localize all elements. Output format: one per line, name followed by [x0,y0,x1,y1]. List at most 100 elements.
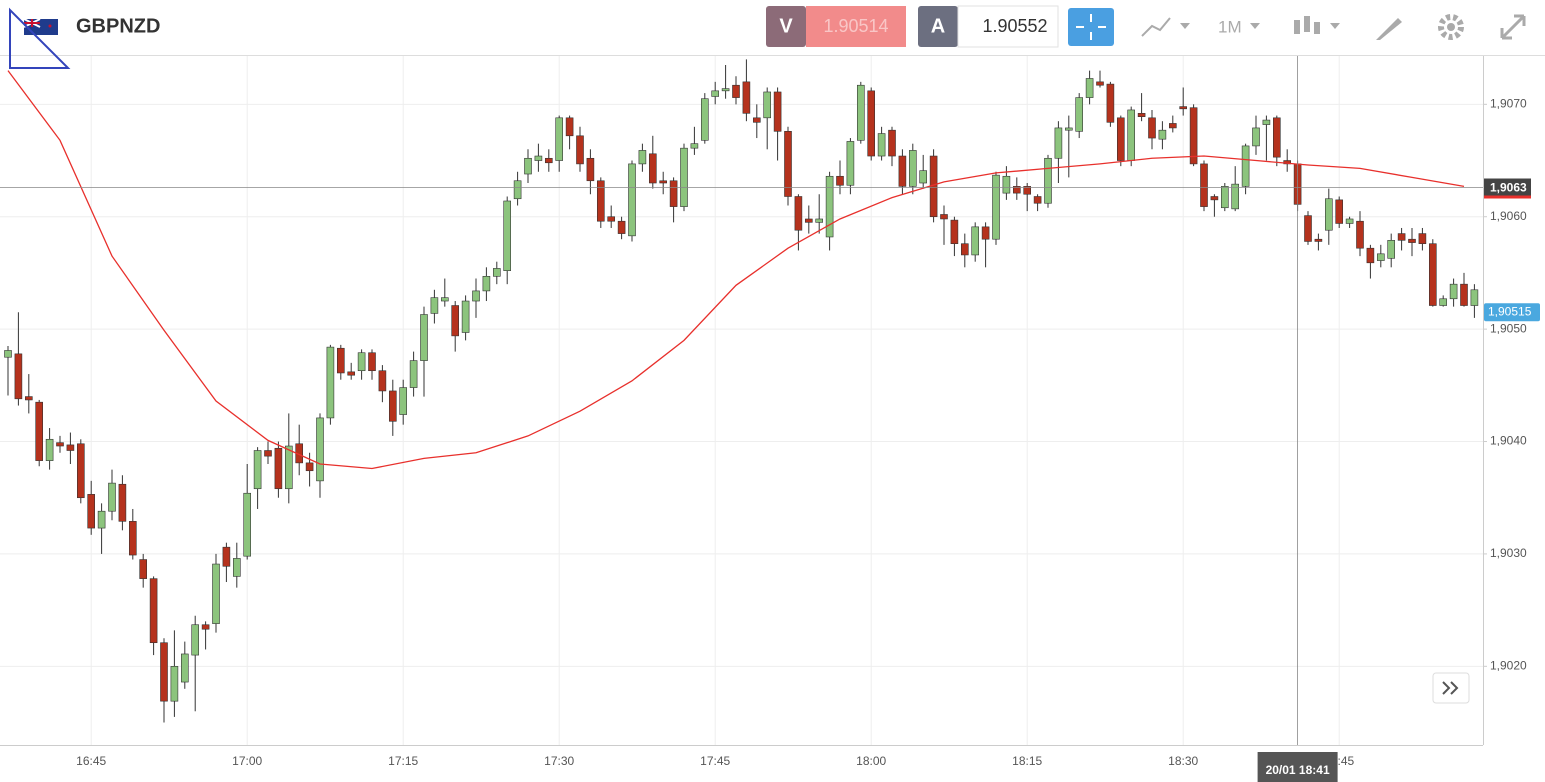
candle-body [690,143,699,149]
candle-body [1335,199,1343,224]
candle-body [1408,238,1416,243]
candle-body [139,559,147,579]
candle-body [960,243,969,256]
ask-tag: A [931,15,945,37]
candle-body [534,155,543,161]
candle-body [648,153,657,184]
candle-body [680,147,688,207]
candle-body [1002,175,1011,194]
candle-body [669,180,678,207]
candle-body [14,353,23,400]
candle-body [316,417,324,482]
candle-body [503,200,512,271]
candle-body [1449,283,1458,300]
chart-type-button[interactable] [1141,17,1190,37]
candle-body [222,546,231,567]
candle-body [773,91,782,132]
candle-body [1252,127,1260,147]
candle-body [1085,78,1094,98]
candle-body [919,170,928,184]
bid-button[interactable] [766,6,806,47]
candle-style-button[interactable] [1294,16,1340,34]
candle-body [836,175,844,186]
candle-body [35,401,44,461]
interval[interactable]: 1M [1218,17,1242,36]
candle-body [732,84,740,98]
candle-body [368,352,376,372]
candle-body [1231,183,1239,210]
candle-body [1304,215,1312,242]
candle-body [1397,233,1406,241]
x-tick-label: 18:15 [1012,754,1042,768]
candle-body [1221,186,1229,209]
candle-body [108,482,116,512]
candle-body [326,346,335,419]
y-tick-label: 1,9060 [1490,209,1527,223]
candle-body [149,578,158,644]
crosshair-button[interactable] [1068,8,1114,46]
candle-body [1096,81,1104,86]
candle-body [201,624,210,630]
settings-button[interactable] [1438,14,1464,40]
candle-body [1387,240,1395,259]
candle-body [721,88,730,92]
candle-body [357,352,366,372]
bid-box[interactable] [806,6,906,47]
candle-body [482,276,491,292]
candle-body [1012,186,1021,194]
candle-body [628,163,636,237]
candle-body [576,135,584,165]
candle-body [1200,163,1208,207]
fullscreen-button[interactable] [1500,14,1526,40]
candle-body [877,133,886,157]
candle-body [1418,233,1427,245]
x-tick-label: 16:45 [76,754,106,768]
draw-button[interactable] [1376,18,1402,40]
candle-body [1127,109,1135,161]
candle-body [752,117,761,123]
candle-body [399,387,408,415]
ask-button[interactable] [918,6,958,47]
scroll-right-button[interactable] [1432,672,1470,704]
x-tick-label: 17:00 [232,754,262,768]
candle-body [1075,97,1083,132]
candle-body [451,305,460,337]
scroll-right-icon [1442,681,1459,695]
crosshair-x-label: 20/01 18:41 [1266,763,1330,777]
candle-body [1262,119,1271,125]
ask-box[interactable] [957,5,1059,48]
candle-body [1065,127,1073,131]
candle-body [1377,253,1385,261]
flag-icon [23,18,58,35]
candle-body [544,157,553,164]
candle-body [513,180,522,200]
candle-body [1189,107,1198,165]
y-tick-label: 1,9030 [1490,546,1527,560]
candle-body [264,450,272,457]
drawing-tool[interactable] [9,7,71,69]
candle-body [97,510,106,529]
candle-body [1137,113,1146,117]
candle-body [555,117,564,161]
overlay: 20/01 18:41 1,9063 1,90515 [0,56,1540,782]
interval-caret [1250,23,1260,29]
candle-body [1366,247,1375,264]
candle-body [700,98,709,141]
crosshair-icon [1076,14,1106,40]
candle-body [243,492,251,557]
candle-body [212,563,220,624]
candle-body [867,90,876,157]
candle-body [191,624,199,656]
candle-body [617,220,626,234]
candle-body [56,442,64,447]
candle-body [305,462,314,472]
candle-body [160,642,168,702]
candle-body [336,347,345,374]
candle-body [1044,157,1052,204]
candle-body [607,216,616,222]
candle-body [170,666,179,702]
candle-body [461,300,470,333]
candle-body [129,521,137,556]
last-price-box [1484,303,1540,322]
